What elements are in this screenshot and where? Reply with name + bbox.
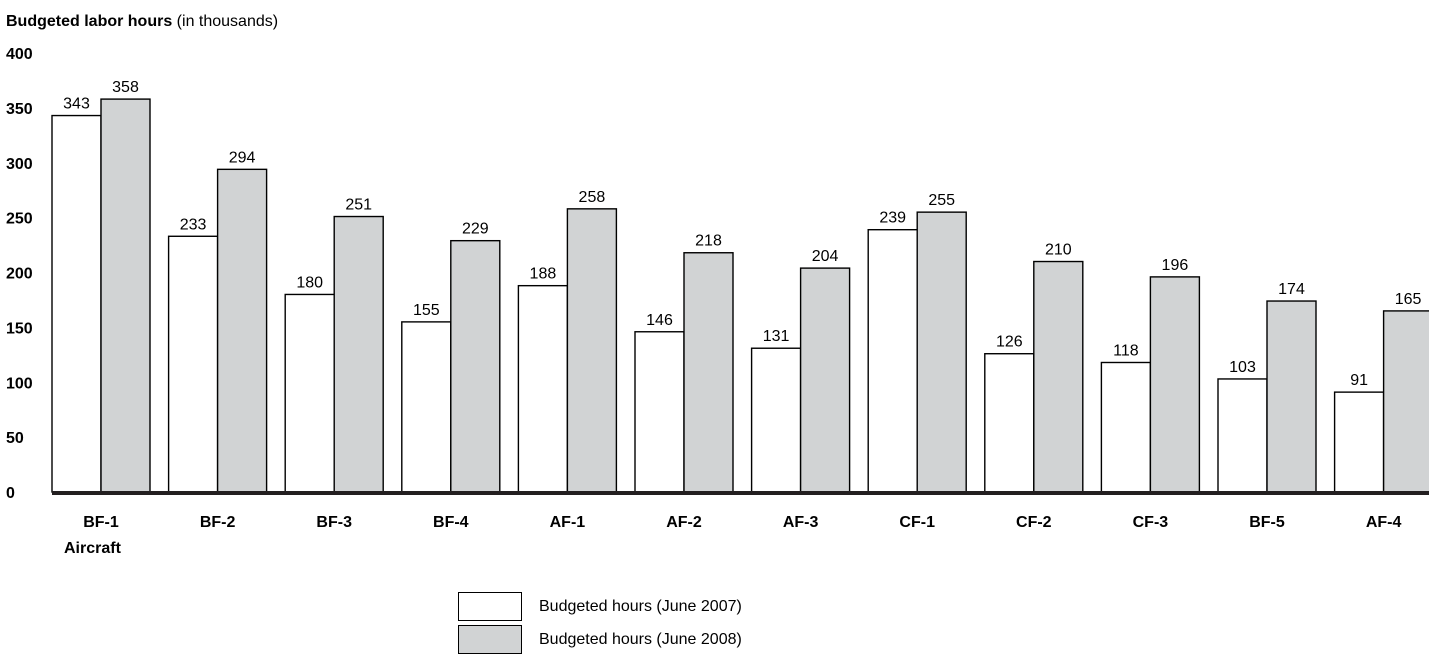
chart-title: Budgeted labor hours (in thousands) (6, 13, 278, 31)
data-label-2008: 218 (695, 233, 722, 250)
data-label-2008: 251 (345, 197, 372, 214)
y-tick-label: 300 (6, 156, 33, 173)
data-label-2007: 180 (296, 274, 323, 291)
bar-2008 (1382, 310, 1429, 493)
y-tick-label: 350 (6, 101, 33, 118)
data-label-2008: 229 (462, 221, 489, 238)
bar-2008 (683, 252, 734, 493)
x-tick-label: BF-1 (83, 514, 119, 531)
x-tick-label: CF-1 (899, 514, 935, 531)
x-tick-label: CF-3 (1133, 514, 1169, 531)
legend-swatch-2007 (458, 592, 522, 621)
data-label-2007: 126 (996, 334, 1023, 351)
data-label-2008: 358 (112, 79, 139, 96)
data-label-2008: 204 (812, 248, 839, 265)
legend-swatch-2008 (458, 625, 522, 654)
data-label-2007: 188 (530, 266, 557, 283)
y-tick-label: 0 (6, 485, 15, 502)
bar-2008 (1266, 300, 1317, 493)
data-label-2008: 294 (229, 149, 256, 166)
x-tick-label: AF-2 (666, 514, 702, 531)
data-label-2008: 174 (1278, 281, 1305, 298)
legend-label-2008: Budgeted hours (June 2008) (539, 631, 742, 648)
y-tick-label: 400 (6, 46, 33, 63)
y-tick-label: 150 (6, 320, 33, 337)
y-tick-label: 250 (6, 211, 33, 228)
bar-2007 (1333, 391, 1385, 493)
data-label-2008: 196 (1162, 257, 1189, 274)
bar-2008 (1033, 260, 1084, 493)
data-label-2008: 210 (1045, 242, 1072, 259)
data-label-2007: 118 (1113, 342, 1139, 359)
bar-2007 (634, 331, 685, 493)
x-tick-label: AF-3 (783, 514, 819, 531)
data-label-2007: 239 (879, 210, 906, 227)
bar-2007 (167, 235, 219, 493)
y-tick-label: 200 (6, 266, 33, 283)
data-label-2008: 165 (1395, 291, 1422, 308)
bar-chart: 0 50 100 150 200 250 300 350 400 343 358 BF-1 233 294… (6, 46, 1429, 531)
bar-2008 (916, 211, 967, 493)
bar-2008 (566, 208, 618, 493)
x-axis-label: Aircraft (64, 540, 121, 557)
bar-2007 (51, 114, 102, 493)
chart-title-main: Budgeted labor hours (6, 13, 173, 30)
bar-2007 (401, 321, 452, 493)
bar-2007 (1100, 361, 1152, 493)
x-tick-label: BF-3 (316, 514, 352, 531)
bar-2007 (284, 293, 335, 493)
bar-2008 (333, 215, 384, 493)
chart-title-unit: (in thousands) (172, 13, 279, 30)
bar-2007 (750, 347, 802, 493)
bar-2008 (799, 267, 851, 493)
data-label-2007: 343 (63, 96, 90, 113)
data-label-2007: 131 (763, 328, 790, 345)
bar-2008 (216, 168, 268, 493)
x-tick-label: AF-4 (1366, 514, 1402, 531)
y-tick-label: 50 (6, 430, 24, 447)
data-label-2007: 91 (1350, 372, 1368, 389)
x-tick-label: AF-1 (550, 514, 586, 531)
bar-2008 (100, 98, 151, 493)
x-tick-label: BF-5 (1249, 514, 1285, 531)
legend-label-2007: Budgeted hours (June 2007) (539, 598, 742, 615)
bar-2008 (450, 239, 501, 493)
data-label-2008: 255 (928, 192, 955, 209)
y-tick-label: 100 (6, 375, 33, 392)
bar-2008 (1149, 276, 1201, 493)
bar-2007 (984, 353, 1035, 493)
data-label-2007: 155 (413, 302, 440, 319)
data-label-2008: 258 (579, 189, 606, 206)
data-label-2007: 146 (646, 312, 673, 329)
x-tick-label: BF-2 (200, 514, 236, 531)
x-tick-label: BF-4 (433, 514, 469, 531)
bar-2007 (1217, 378, 1268, 493)
bar-2007 (867, 228, 918, 493)
data-label-2007: 233 (180, 216, 207, 233)
x-tick-label: CF-2 (1016, 514, 1052, 531)
bar-2007 (517, 284, 569, 493)
data-label-2007: 103 (1229, 359, 1256, 376)
